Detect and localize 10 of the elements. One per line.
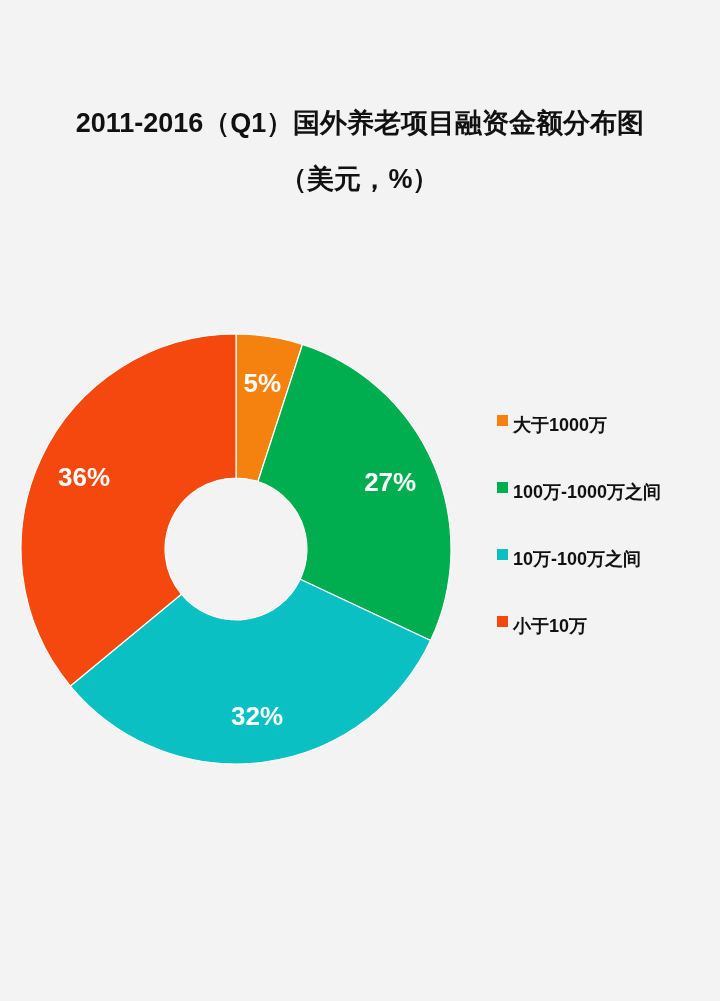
legend-label: 小于10万	[512, 616, 588, 636]
legend-label: 大于1000万	[512, 415, 608, 435]
chart-title: 2011-2016（Q1）国外养老项目融资金额分布图	[75, 108, 645, 138]
legend-label: 100万-1000万之间	[513, 482, 662, 502]
data-label: 27%	[364, 467, 417, 498]
data-label: 36%	[57, 462, 111, 493]
chart-subtitle: （美元，%）	[280, 164, 440, 194]
data-label: 32%	[231, 700, 284, 731]
legend-label: 10万-100万之间	[513, 549, 642, 569]
data-label: 5%	[243, 368, 282, 399]
